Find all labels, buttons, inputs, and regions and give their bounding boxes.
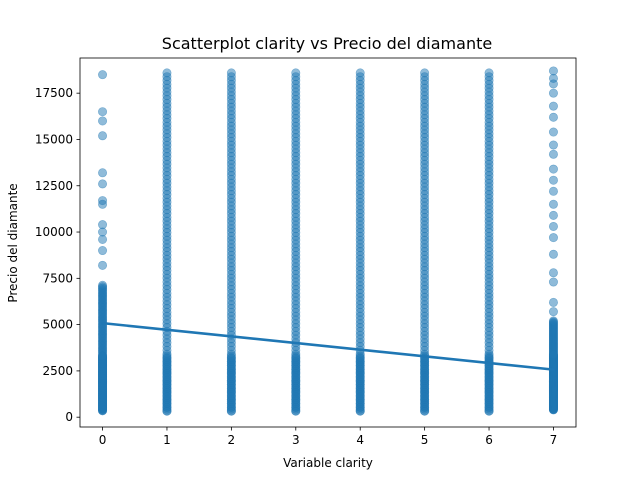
x-axis: 0 1 2 3 4 5 6 7 xyxy=(99,427,558,447)
x-tick-label: 0 xyxy=(99,433,107,447)
data-point xyxy=(548,349,558,359)
data-point xyxy=(548,249,558,259)
x-tick-label: 6 xyxy=(485,433,493,447)
data-point xyxy=(548,127,558,137)
data-point xyxy=(484,68,494,78)
data-point xyxy=(548,277,558,287)
data-point xyxy=(548,149,558,159)
y-tick-label: 7500 xyxy=(42,271,73,285)
data-point xyxy=(98,168,108,178)
data-points xyxy=(98,66,558,416)
data-point xyxy=(291,68,301,78)
plot-area xyxy=(79,57,577,428)
data-point xyxy=(548,140,558,150)
data-point xyxy=(226,351,236,361)
regression-line-layer xyxy=(101,321,555,372)
y-axis: 0 2500 5000 7500 10000 12500 15000 17500 xyxy=(35,86,80,424)
data-point xyxy=(548,316,558,326)
x-tick-label: 4 xyxy=(356,433,364,447)
data-point xyxy=(98,351,108,361)
data-point xyxy=(98,70,108,80)
data-point xyxy=(484,351,494,361)
data-point xyxy=(548,164,558,174)
data-point xyxy=(98,196,108,206)
data-point xyxy=(548,297,558,307)
data-point xyxy=(420,68,430,78)
y-tick-label: 2500 xyxy=(42,364,73,378)
data-point xyxy=(162,351,172,361)
data-point xyxy=(548,268,558,278)
data-point xyxy=(98,220,108,230)
data-point xyxy=(548,175,558,185)
data-point xyxy=(226,68,236,78)
data-point xyxy=(548,66,558,76)
x-tick-label: 7 xyxy=(550,433,558,447)
data-point xyxy=(548,221,558,231)
chart-title: Scatterplot clarity vs Precio del diaman… xyxy=(162,34,492,53)
data-point xyxy=(162,68,172,78)
data-point xyxy=(98,131,108,141)
y-tick-label: 5000 xyxy=(42,318,73,332)
x-tick-label: 2 xyxy=(228,433,236,447)
y-tick-label: 0 xyxy=(65,410,73,424)
x-axis-label: Variable clarity xyxy=(283,456,373,470)
x-tick-label: 5 xyxy=(421,433,429,447)
y-tick-label: 15000 xyxy=(35,132,73,146)
data-point xyxy=(98,116,108,126)
plot-frame xyxy=(79,57,577,428)
x-tick-label: 3 xyxy=(292,433,300,447)
x-tick-label: 1 xyxy=(163,433,171,447)
data-point xyxy=(548,307,558,317)
data-point xyxy=(548,199,558,209)
data-point xyxy=(98,260,108,270)
y-tick-label: 12500 xyxy=(35,179,73,193)
data-point xyxy=(98,179,108,189)
data-point xyxy=(355,351,365,361)
data-point xyxy=(548,112,558,122)
data-point xyxy=(98,107,108,117)
data-point xyxy=(98,246,108,256)
data-point xyxy=(98,280,108,290)
y-tick-label: 17500 xyxy=(35,86,73,100)
y-axis-label: Precio del diamante xyxy=(6,183,20,302)
data-point xyxy=(548,101,558,111)
data-point xyxy=(548,233,558,243)
data-point xyxy=(548,210,558,220)
data-point xyxy=(548,186,558,196)
regression-line xyxy=(101,321,555,372)
data-point xyxy=(355,68,365,78)
data-point xyxy=(291,351,301,361)
data-point xyxy=(548,88,558,98)
y-tick-label: 10000 xyxy=(35,225,73,239)
